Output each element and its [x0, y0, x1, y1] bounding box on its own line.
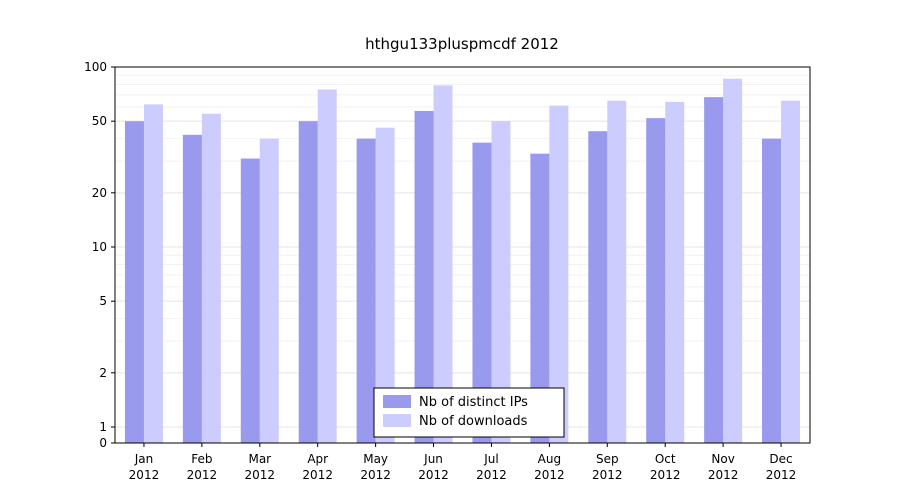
legend: Nb of distinct IPs Nb of downloads	[373, 387, 565, 438]
bar-distinct-ips	[124, 121, 144, 444]
bar-distinct-ips	[530, 153, 550, 444]
x-tick-label-month: Jun	[423, 452, 443, 466]
bar-distinct-ips	[588, 131, 608, 443]
bar-distinct-ips	[704, 97, 724, 443]
plot-border	[114, 66, 811, 444]
y-tick-label: 50	[92, 114, 107, 128]
bar-downloads	[433, 85, 453, 443]
y-tick-label: 0	[99, 436, 107, 450]
x-tick-label-month: Apr	[307, 452, 328, 466]
bar-downloads	[607, 100, 627, 443]
x-tick-label-year: 2012	[476, 468, 507, 482]
bar-distinct-ips	[472, 142, 492, 443]
legend-box	[373, 387, 565, 438]
bar-distinct-ips	[240, 158, 260, 443]
y-tick-label: 10	[92, 240, 107, 254]
bar-downloads	[549, 105, 569, 444]
x-tick-label-year: 2012	[245, 468, 276, 482]
x-tick-label-year: 2012	[534, 468, 565, 482]
bar-downloads	[201, 113, 221, 444]
x-tick-label-month: Sep	[596, 452, 619, 466]
y-tick-label: 5	[99, 294, 107, 308]
bar-distinct-ips	[356, 138, 376, 443]
y-axis: 0 1 2 5 10 20 50 100	[84, 60, 115, 450]
bar-downloads	[491, 121, 511, 444]
bar-distinct-ips	[182, 134, 202, 443]
x-tick-label-month: Mar	[248, 452, 271, 466]
bars	[124, 78, 801, 444]
y-tick-label: 2	[99, 366, 107, 380]
x-tick-label-month: Dec	[769, 452, 792, 466]
y-tick-label: 20	[92, 186, 107, 200]
chart-title: hthgu133pluspmcdf 2012	[365, 35, 559, 53]
x-tick-label-year: 2012	[129, 468, 160, 482]
x-tick-label-month: Jan	[134, 452, 154, 466]
legend-label: Nb of downloads	[419, 414, 528, 429]
legend-swatch	[383, 395, 411, 408]
x-tick-label-year: 2012	[418, 468, 449, 482]
bar-distinct-ips	[762, 138, 782, 443]
x-tick-label-year: 2012	[360, 468, 391, 482]
x-tick-label-month: Jul	[483, 452, 498, 466]
x-tick-label-year: 2012	[302, 468, 333, 482]
x-tick-label-month: May	[363, 452, 388, 466]
bar-downloads	[143, 104, 163, 443]
x-axis: Jan 2012 Feb 2012 Mar 2012 Apr 2012 May 2012 Jun 20…	[129, 443, 797, 482]
x-tick-label-month: Feb	[191, 452, 212, 466]
x-tick-label-year: 2012	[708, 468, 739, 482]
x-tick-label-year: 2012	[187, 468, 218, 482]
y-tick-label: 1	[99, 420, 107, 434]
legend-swatch	[383, 414, 411, 427]
bar-distinct-ips	[298, 121, 318, 444]
bar-downloads	[259, 138, 279, 443]
x-tick-label-year: 2012	[650, 468, 681, 482]
x-tick-label-year: 2012	[592, 468, 623, 482]
bar-distinct-ips	[646, 118, 666, 444]
bar-distinct-ips	[414, 110, 434, 443]
x-tick-label-year: 2012	[766, 468, 797, 482]
x-tick-label-month: Aug	[538, 452, 561, 466]
bar-downloads	[723, 78, 743, 443]
x-tick-label-month: Nov	[711, 452, 734, 466]
bar-downloads	[665, 101, 685, 443]
legend-label: Nb of distinct IPs	[419, 395, 528, 410]
bar-downloads	[781, 100, 801, 443]
y-tick-label: 100	[84, 60, 107, 74]
bar-downloads	[317, 89, 337, 443]
bar-downloads	[375, 127, 395, 444]
x-tick-label-month: Oct	[655, 452, 676, 466]
